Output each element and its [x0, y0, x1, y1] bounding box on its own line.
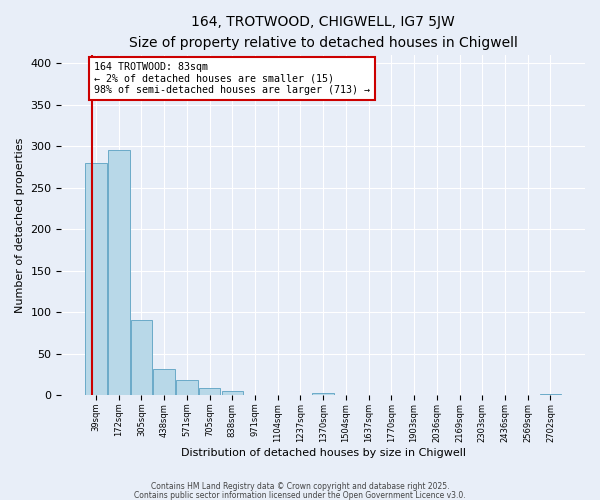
Text: 164 TROTWOOD: 83sqm
← 2% of detached houses are smaller (15)
98% of semi-detache: 164 TROTWOOD: 83sqm ← 2% of detached hou… [94, 62, 370, 95]
Y-axis label: Number of detached properties: Number of detached properties [15, 138, 25, 312]
Text: Contains public sector information licensed under the Open Government Licence v3: Contains public sector information licen… [134, 491, 466, 500]
Title: 164, TROTWOOD, CHIGWELL, IG7 5JW
Size of property relative to detached houses in: 164, TROTWOOD, CHIGWELL, IG7 5JW Size of… [129, 15, 518, 50]
Bar [108, 150, 130, 395]
Bar [131, 320, 152, 395]
Text: Contains HM Land Registry data © Crown copyright and database right 2025.: Contains HM Land Registry data © Crown c… [151, 482, 449, 491]
X-axis label: Distribution of detached houses by size in Chigwell: Distribution of detached houses by size … [181, 448, 466, 458]
Bar [199, 388, 220, 395]
Bar [176, 380, 197, 395]
Bar [221, 391, 243, 395]
Bar [154, 368, 175, 395]
Bar [313, 392, 334, 395]
Bar [85, 163, 107, 395]
Bar [539, 394, 561, 395]
